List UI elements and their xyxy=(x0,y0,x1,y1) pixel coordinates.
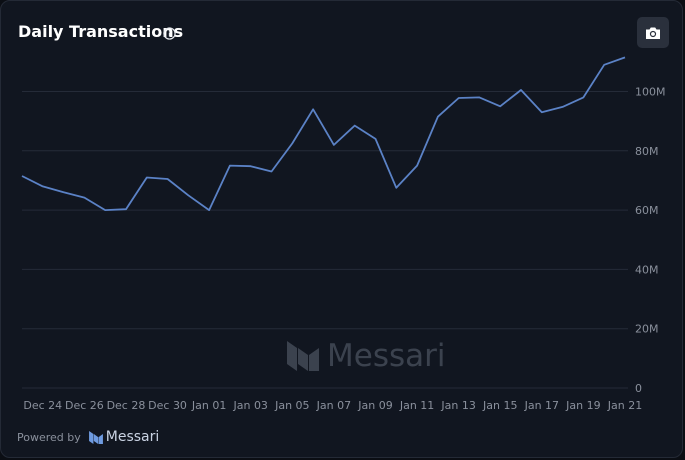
x-tick-label: Jan 01 xyxy=(191,399,226,412)
x-tick-label: Jan 11 xyxy=(399,399,434,412)
data-point[interactable] xyxy=(475,93,483,101)
x-tick-label: Jan 09 xyxy=(357,399,392,412)
x-tick-label: Jan 03 xyxy=(232,399,267,412)
x-tick-label: Dec 28 xyxy=(107,399,146,412)
data-point[interactable] xyxy=(268,168,276,176)
screenshot-button[interactable] xyxy=(637,17,669,48)
data-point[interactable] xyxy=(496,102,504,110)
data-point[interactable] xyxy=(101,206,109,214)
y-tick-label: 40M xyxy=(635,263,659,276)
data-point[interactable] xyxy=(538,108,546,116)
footer-brand: Messari xyxy=(105,429,160,445)
x-tick-label: Jan 13 xyxy=(440,399,475,412)
y-tick-label: 60M xyxy=(635,204,659,217)
footer: Powered by Messari xyxy=(17,429,159,445)
data-point[interactable] xyxy=(288,139,296,147)
y-tick-label: 100M xyxy=(635,85,666,98)
messari-watermark: Messari xyxy=(287,338,445,374)
x-tick-label: Dec 24 xyxy=(23,399,62,412)
watermark-text: Messari xyxy=(327,338,446,374)
x-tick-label: Jan 05 xyxy=(274,399,309,412)
chart-title: Daily Transactions xyxy=(18,22,184,41)
data-point[interactable] xyxy=(559,103,567,111)
x-tick-label: Jan 19 xyxy=(565,399,600,412)
messari-logo-icon xyxy=(287,341,319,371)
data-point[interactable] xyxy=(434,113,442,121)
data-point[interactable] xyxy=(18,172,26,180)
data-point[interactable] xyxy=(455,94,463,102)
data-point[interactable] xyxy=(351,122,359,130)
data-point[interactable] xyxy=(621,53,629,61)
data-point[interactable] xyxy=(247,162,255,170)
x-tick-label: Jan 07 xyxy=(316,399,351,412)
footer-messari-link[interactable]: Messari xyxy=(88,429,160,445)
x-tick-label: Dec 30 xyxy=(148,399,187,412)
x-tick-label: Jan 15 xyxy=(482,399,517,412)
data-point[interactable] xyxy=(517,86,525,94)
data-point[interactable] xyxy=(143,173,151,181)
info-circle-icon[interactable] xyxy=(163,27,176,40)
data-point[interactable] xyxy=(330,141,338,149)
powered-by-label: Powered by xyxy=(17,430,81,444)
data-point[interactable] xyxy=(579,93,587,101)
data-point[interactable] xyxy=(184,191,192,199)
data-point[interactable] xyxy=(122,205,130,213)
series-line[interactable] xyxy=(21,56,626,211)
y-tick-label: 0 xyxy=(635,382,642,395)
data-point[interactable] xyxy=(164,175,172,183)
data-point[interactable] xyxy=(600,61,608,69)
data-point[interactable] xyxy=(60,188,68,196)
y-tick-label: 80M xyxy=(635,145,659,158)
data-point[interactable] xyxy=(39,182,47,190)
x-tick-label: Jan 21 xyxy=(607,399,642,412)
data-point[interactable] xyxy=(309,105,317,113)
data-point[interactable] xyxy=(205,206,213,214)
x-tick-label: Jan 17 xyxy=(524,399,559,412)
messari-logo-icon xyxy=(88,430,103,444)
x-tick-label: Dec 26 xyxy=(65,399,104,412)
data-point[interactable] xyxy=(226,162,234,170)
data-point[interactable] xyxy=(392,184,400,192)
camera-icon xyxy=(646,27,660,39)
data-point[interactable] xyxy=(371,135,379,143)
y-tick-label: 20M xyxy=(635,323,659,336)
data-point[interactable] xyxy=(80,194,88,202)
data-point[interactable] xyxy=(413,162,421,170)
